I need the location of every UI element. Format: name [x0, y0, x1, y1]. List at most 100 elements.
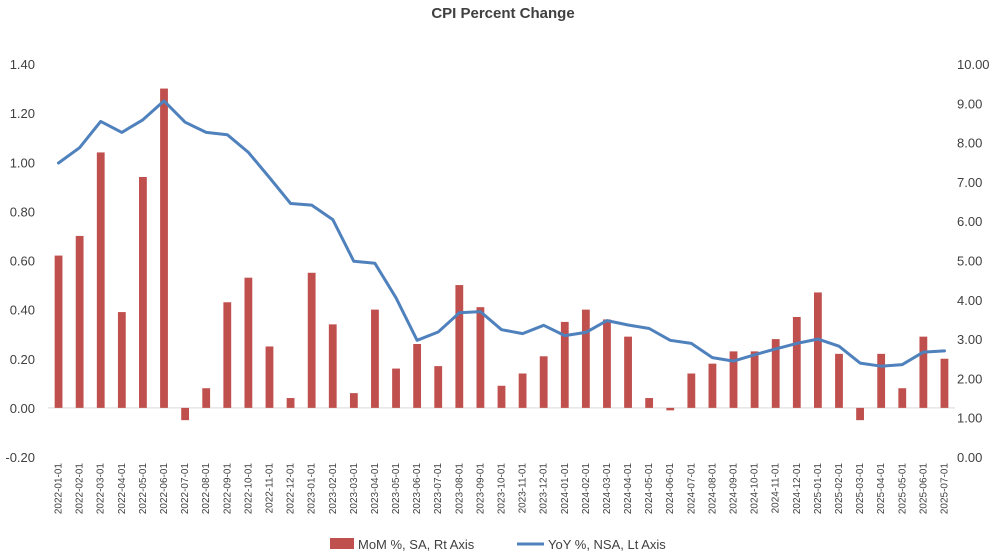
mom-bar: [181, 407, 190, 421]
right-tick-label: 7.00: [957, 175, 982, 190]
mom-bar: [666, 407, 675, 411]
mom-bar: [265, 346, 274, 408]
x-tick-label: 2025-07-01: [939, 463, 950, 515]
x-tick-label: 2024-11-01: [771, 463, 782, 514]
x-tick-label: 2023-03-01: [349, 463, 360, 515]
mom-bar: [750, 351, 759, 408]
x-tick-label: 2024-10-01: [750, 463, 761, 515]
left-tick-label: 0.00: [10, 401, 35, 416]
x-tick-label: 2024-04-01: [623, 463, 634, 515]
x-tick-label: 2025-01-01: [813, 463, 824, 515]
x-tick-label: 2023-02-01: [328, 463, 339, 515]
x-tick-label: 2025-03-01: [855, 463, 866, 515]
mom-bar: [349, 393, 358, 408]
x-tick-label: 2025-05-01: [897, 463, 908, 515]
left-tick-label: 0.60: [10, 254, 35, 269]
x-tick-label: 2024-06-01: [665, 463, 676, 515]
x-tick-label: 2023-10-01: [497, 463, 508, 515]
mom-bar: [434, 366, 443, 408]
x-tick-label: 2023-01-01: [307, 463, 318, 515]
mom-bar: [877, 353, 886, 408]
x-tick-label: 2023-12-01: [539, 463, 550, 515]
x-tick-label: 2024-03-01: [602, 463, 613, 515]
mom-bar: [75, 235, 84, 408]
x-tick-label: 2024-12-01: [792, 463, 803, 515]
mom-bar: [96, 152, 105, 408]
right-tick-label: 0.00: [957, 450, 982, 465]
x-axis-ticks: 2022-01-01 2022-02-01 2022-03-01 2022-04-01…: [54, 463, 951, 515]
mom-bar: [455, 285, 464, 408]
mom-bar: [328, 324, 337, 408]
x-tick-label: 2024-09-01: [729, 463, 740, 515]
mom-bar: [413, 344, 422, 408]
x-tick-label: 2025-06-01: [918, 463, 929, 515]
mom-bar: [940, 358, 949, 408]
mom-bar: [518, 373, 527, 408]
left-tick-label: 0.40: [10, 303, 35, 318]
right-tick-label: 5.00: [957, 254, 982, 269]
x-tick-label: 2024-02-01: [581, 463, 592, 515]
mom-bar: [371, 309, 379, 408]
x-tick-label: 2023-09-01: [475, 463, 486, 515]
mom-bar: [603, 319, 611, 408]
mom-bar: [286, 398, 295, 408]
mom-bar: [645, 398, 654, 408]
chart-title: CPI Percent Change: [431, 5, 574, 22]
right-tick-label: 4.00: [957, 293, 982, 308]
x-tick-label: 2022-01-01: [54, 463, 65, 515]
mom-bar: [581, 309, 590, 408]
legend-label-yoy: YoY %, NSA, Lt Axis: [548, 537, 666, 552]
x-tick-label: 2023-08-01: [454, 463, 465, 515]
left-tick-label: 1.40: [10, 57, 35, 72]
x-tick-label: 2022-07-01: [180, 463, 191, 515]
x-tick-label: 2022-02-01: [75, 463, 86, 515]
yoy-line: [57, 99, 946, 368]
x-tick-label: 2025-02-01: [834, 463, 845, 515]
x-tick-label: 2025-04-01: [876, 463, 887, 515]
mom-bars: [54, 88, 949, 421]
x-tick-label: 2023-04-01: [370, 463, 381, 515]
left-tick-label: 1.20: [10, 106, 35, 121]
legend-label-mom: MoM %, SA, Rt Axis: [358, 537, 475, 552]
x-tick-label: 2023-07-01: [433, 463, 444, 515]
right-tick-label: 6.00: [957, 214, 982, 229]
left-tick-label: 0.20: [10, 352, 35, 367]
mom-bar: [919, 336, 928, 408]
mom-bar: [624, 336, 632, 408]
x-tick-label: 2023-06-01: [412, 463, 423, 515]
right-tick-label: 8.00: [957, 136, 982, 151]
mom-bar: [117, 312, 126, 408]
mom-bar: [771, 339, 780, 408]
mom-bar: [139, 176, 147, 408]
right-tick-label: 3.00: [957, 332, 982, 347]
mom-bar: [708, 363, 717, 408]
mom-bar: [160, 88, 168, 408]
left-tick-label: -0.20: [5, 450, 35, 465]
mom-bar: [202, 388, 211, 408]
mom-bar: [729, 351, 738, 408]
x-tick-label: 2024-08-01: [707, 463, 718, 515]
right-tick-label: 9.00: [957, 96, 982, 111]
x-tick-label: 2023-11-01: [518, 463, 529, 514]
x-tick-label: 2024-05-01: [644, 463, 655, 515]
x-tick-label: 2022-12-01: [286, 463, 297, 515]
right-tick-label: 10.00: [957, 57, 990, 72]
x-tick-label: 2022-06-01: [159, 463, 170, 515]
mom-bar: [813, 292, 822, 408]
mom-bar: [539, 356, 548, 408]
mom-bar: [307, 272, 316, 408]
x-tick-label: 2022-03-01: [96, 463, 107, 515]
mom-bar: [392, 368, 400, 408]
mom-bar: [54, 255, 63, 408]
legend-swatch-mom: [330, 538, 354, 549]
legend: MoM %, SA, Rt Axis YoY %, NSA, Lt Axis: [330, 537, 666, 552]
mom-bar: [687, 373, 696, 408]
mom-bar: [560, 321, 569, 408]
left-axis-ticks: -0.20 0.00 0.20 0.40 0.60 0.80 1.00 1.20 1.40: [5, 57, 35, 465]
mom-bar: [792, 316, 801, 408]
x-tick-label: 2022-04-01: [117, 463, 128, 515]
mom-bar: [223, 302, 232, 408]
right-tick-label: 1.00: [957, 411, 982, 426]
left-tick-label: 0.80: [10, 204, 35, 219]
